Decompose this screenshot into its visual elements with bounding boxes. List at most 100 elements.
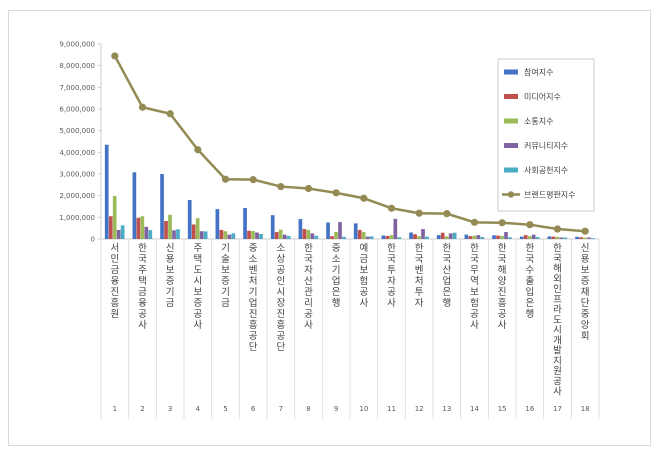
bar-5-5 [231,233,236,239]
bar-1-7 [270,215,275,239]
bar-1-14 [464,234,469,239]
bar-2-5 [219,229,224,239]
line-point-9 [332,189,340,197]
bar-1-16 [519,236,524,239]
line-point-8 [304,184,313,193]
legend-marker [507,191,515,198]
legend-swatch [504,69,518,75]
bar-1-9 [326,222,330,239]
legend-swatch [504,94,518,99]
y-tick-label: 5,000,000 [59,127,95,135]
category-number: 9 [334,405,338,413]
bar-4-16 [531,234,536,239]
y-tick-label: 0 [91,236,95,244]
bar-4-15 [504,232,508,239]
line-point-3 [166,110,174,118]
bar-1-12 [409,232,413,239]
y-tick-label: 4,000,000 [59,149,95,157]
bar-2-13 [440,232,445,239]
line-point-4 [194,146,202,154]
category-number: 5 [223,405,227,413]
bar-1-2 [132,172,137,239]
legend-label: 참여지수 [524,67,553,77]
category-number: 10 [359,405,368,413]
bar-5-2 [148,230,153,239]
bar-5-15 [508,237,512,239]
legend-label: 소통지수 [524,117,553,126]
category-number: 15 [498,405,507,413]
bar-1-11 [381,235,386,239]
brand-reputation-chart: 0 1,000,000 2,000,000 3,000,000 4,000,000 5,0… [59,41,600,419]
y-tick-label: 9,000,000 [59,41,95,49]
line-point-18 [581,227,589,235]
category-number: 2 [140,405,144,413]
bar-5-13 [452,232,457,239]
bar-5-3 [176,229,180,239]
line-point-15 [498,219,506,227]
bar-4-10 [365,236,370,239]
line-point-11 [387,204,396,212]
line-point-7 [277,182,285,191]
bar-4-7 [282,234,287,239]
bar-4-12 [421,229,425,239]
legend-label: 사회공헌지수 [524,166,568,175]
bar-2-9 [330,236,334,239]
legend-label: 브랜드평판지수 [524,190,576,200]
bar-5-16 [535,237,540,239]
bar-5-12 [425,236,429,239]
bar-4-11 [393,218,398,239]
bar-4-8 [310,233,315,239]
category-number: 13 [442,405,451,413]
line-point-12 [415,209,423,217]
bar-4-13 [448,233,453,239]
line-point-6 [249,176,257,184]
bar-5-18 [591,238,595,239]
bar-2-4 [191,224,196,239]
line-point-13 [443,210,451,218]
bar-4-14 [476,235,481,239]
bar-2-1 [108,216,113,239]
bar-1-5 [215,209,220,239]
bar-1-10 [353,223,358,239]
bar-3-16 [527,236,532,239]
bar-1-17 [547,236,552,239]
bar-layer [104,144,595,239]
category-number: 11 [387,405,396,413]
bar-4-18 [587,237,591,239]
category-number: 17 [553,405,562,413]
category-number: 3 [168,405,172,413]
legend-label: 커뮤니티지수 [524,141,568,151]
bar-3-7 [278,229,283,239]
bar-3-13 [444,236,449,239]
bar-3-2 [140,216,145,239]
label-layer: 서 민 금 융 진 흥 원 1 한 국 주 택 금 융 공 사 2 신 용 보 증 기 금 3 주 택 도 시 보 증 공 사 4 기 술 보 증 기 금 5… [110,243,589,413]
legend-swatch [504,118,518,124]
chart-frame: 0 1,000,000 2,000,000 3,000,000 4,000,000 5,0… [8,10,651,446]
bar-3-1 [112,196,117,239]
bar-1-6 [243,208,247,239]
bar-4-9 [338,222,342,239]
bar-5-17 [563,237,568,239]
category-number: 7 [279,405,283,413]
bar-5-11 [397,237,402,239]
bar-2-17 [551,236,556,239]
bar-5-7 [286,235,291,239]
y-tick-label: 6,000,000 [59,106,95,114]
bar-3-14 [472,235,477,239]
bar-3-6 [251,230,255,239]
bar-3-8 [306,229,311,239]
y-tick-label: 7,000,000 [59,84,95,92]
bar-4-17 [559,237,564,239]
line-point-2 [138,103,147,111]
